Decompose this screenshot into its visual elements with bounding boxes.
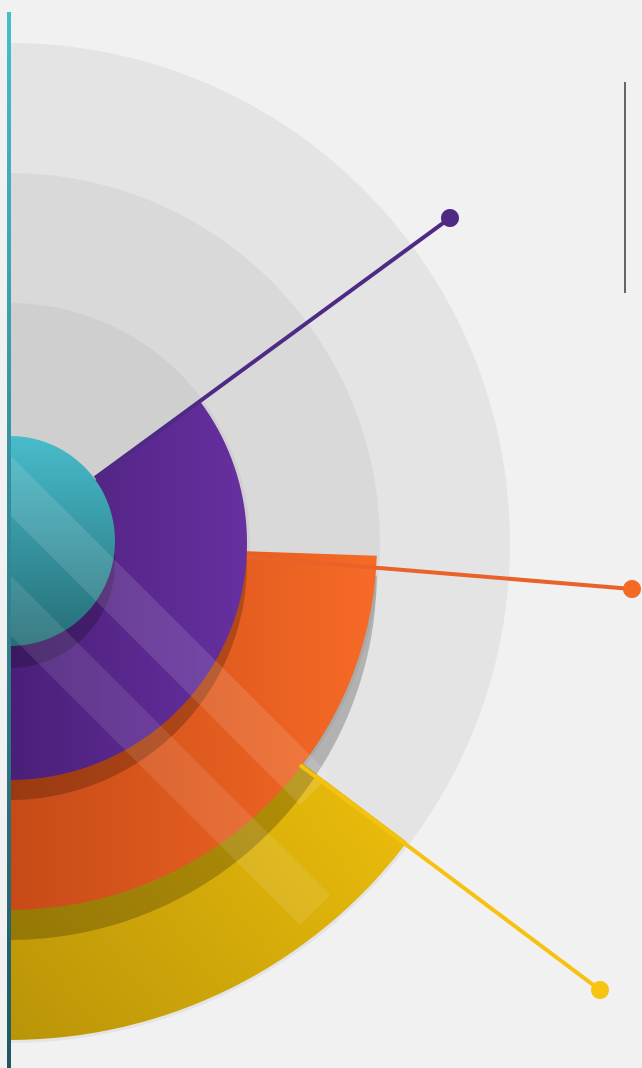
left-bar [7,12,11,1068]
light-stripe [10,575,330,925]
orange-pointer [246,555,633,591]
rings [10,43,510,1043]
purple-dot [441,209,459,227]
teal-core [10,436,115,646]
light-stripe [10,455,330,805]
yellow-pointer [298,763,602,992]
yellow-dot [591,981,609,999]
purple-pointer [93,216,452,480]
purple-sector [10,402,248,780]
orange-dot [623,580,641,598]
